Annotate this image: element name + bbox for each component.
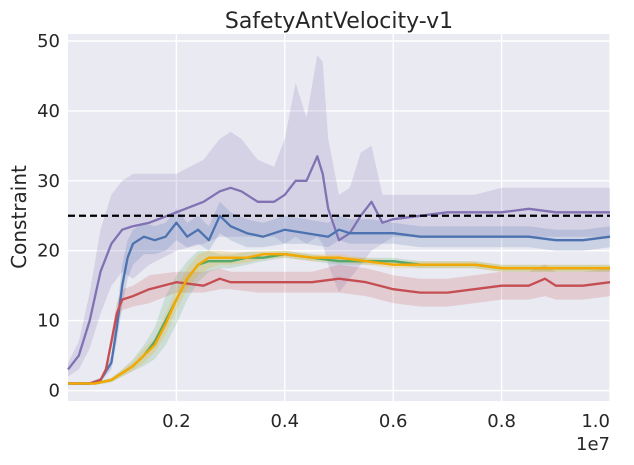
x-tick-labels: 0.2 0.4 0.6 0.8 1.0 [162,411,610,432]
grid [68,34,611,401]
band-red [68,264,610,385]
y-tick-label: 40 [37,101,60,122]
band-green [68,250,610,385]
x-tick-label: 1.0 [581,411,610,432]
y-tick-label: 30 [37,171,60,192]
y-tick-label: 20 [37,241,60,262]
y-tick-label: 0 [49,381,60,402]
x-tick-label: 0.2 [162,411,191,432]
line-purple [67,155,610,371]
series-lines [67,155,611,385]
x-tick-label: 0.4 [270,411,299,432]
band-orange [68,250,610,385]
line-orange [68,253,610,385]
x-tick-label: 0.6 [379,411,408,432]
y-axis-label: Constraint [7,165,31,269]
y-tick-label: 10 [37,311,60,332]
y-tick-labels: 0 10 20 30 40 50 [37,31,60,402]
line-red [68,277,611,385]
x-multiplier-label: 1e7 [576,434,610,455]
chart-title: SafetyAntVelocity-v1 [225,9,453,34]
line-blue [68,214,611,385]
x-tick-label: 0.8 [487,411,516,432]
y-tick-label: 50 [37,31,60,52]
